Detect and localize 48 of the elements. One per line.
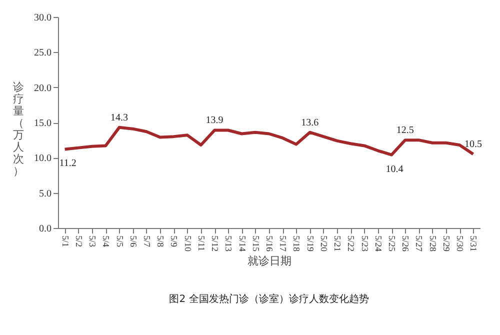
x-tick-label: 5/4 xyxy=(101,236,112,248)
x-tick-label: 5/20 xyxy=(318,236,329,252)
caption: 图2 全国发热门诊（诊室）诊疗人数变化趋势 xyxy=(169,293,369,305)
x-tick-label: 5/8 xyxy=(156,236,166,248)
x-tick-label: 5/27 xyxy=(414,236,424,252)
x-tick-label: 5/12 xyxy=(210,236,220,252)
x-tick-label: 5/17 xyxy=(278,236,288,252)
y-tick-label: 25.0 xyxy=(34,48,52,59)
data-label: 13.9 xyxy=(206,115,224,126)
x-tick-label: 5/14 xyxy=(237,236,248,252)
y-tick-label: 20.0 xyxy=(34,82,52,94)
x-tick-label: 5/10 xyxy=(182,236,193,252)
y-tick-label: 15.0 xyxy=(34,118,52,129)
x-tick-label: 5/15 xyxy=(250,236,261,252)
data-label: 10.5 xyxy=(464,139,482,150)
x-tick-label: 5/24 xyxy=(373,236,384,252)
x-tick-label: 5/3 xyxy=(88,236,98,248)
x-tick-label: 5/28 xyxy=(428,236,438,252)
x-tick-label: 5/22 xyxy=(346,236,356,252)
x-tick-label: 5/25 xyxy=(387,236,398,252)
x-tick-label: 5/26 xyxy=(400,236,411,252)
data-label: 10.4 xyxy=(386,164,404,175)
x-tick-label: 5/6 xyxy=(128,236,138,248)
x-tick-label: 5/19 xyxy=(305,236,316,252)
x-tick-label: 5/7 xyxy=(142,236,152,248)
x-tick-label: 5/21 xyxy=(332,236,343,252)
x-tick-label: 5/31 xyxy=(468,236,479,252)
y-tick-label: 10.0 xyxy=(34,153,52,164)
data-label: 14.3 xyxy=(110,112,128,124)
x-tick-label: 5/1 xyxy=(60,236,70,248)
data-label: 11.2 xyxy=(59,158,76,170)
y-tick-label: 30.0 xyxy=(34,12,52,24)
data-label: 13.6 xyxy=(301,117,319,128)
x-tick-label: 5/30 xyxy=(455,236,466,252)
x-tick-label: 5/2 xyxy=(74,236,84,248)
y-axis-title: 诊疗量（万人次） xyxy=(13,82,24,178)
x-axis-title: 就诊日期 xyxy=(248,254,292,268)
x-tick-label: 5/9 xyxy=(169,236,180,248)
x-tick-label: 5/18 xyxy=(292,236,302,252)
x-tick-label: 5/29 xyxy=(441,236,452,252)
data-label: 12.5 xyxy=(396,125,414,136)
x-tick-label: 5/13 xyxy=(224,236,234,252)
x-tick-label: 5/16 xyxy=(264,236,274,252)
x-tick-label: 5/11 xyxy=(196,236,206,252)
x-tick-label: 5/5 xyxy=(114,236,125,248)
y-tick-label: 0.0 xyxy=(39,224,52,234)
x-tick-label: 5/23 xyxy=(360,236,370,252)
y-tick-label: 5.0 xyxy=(39,188,52,200)
